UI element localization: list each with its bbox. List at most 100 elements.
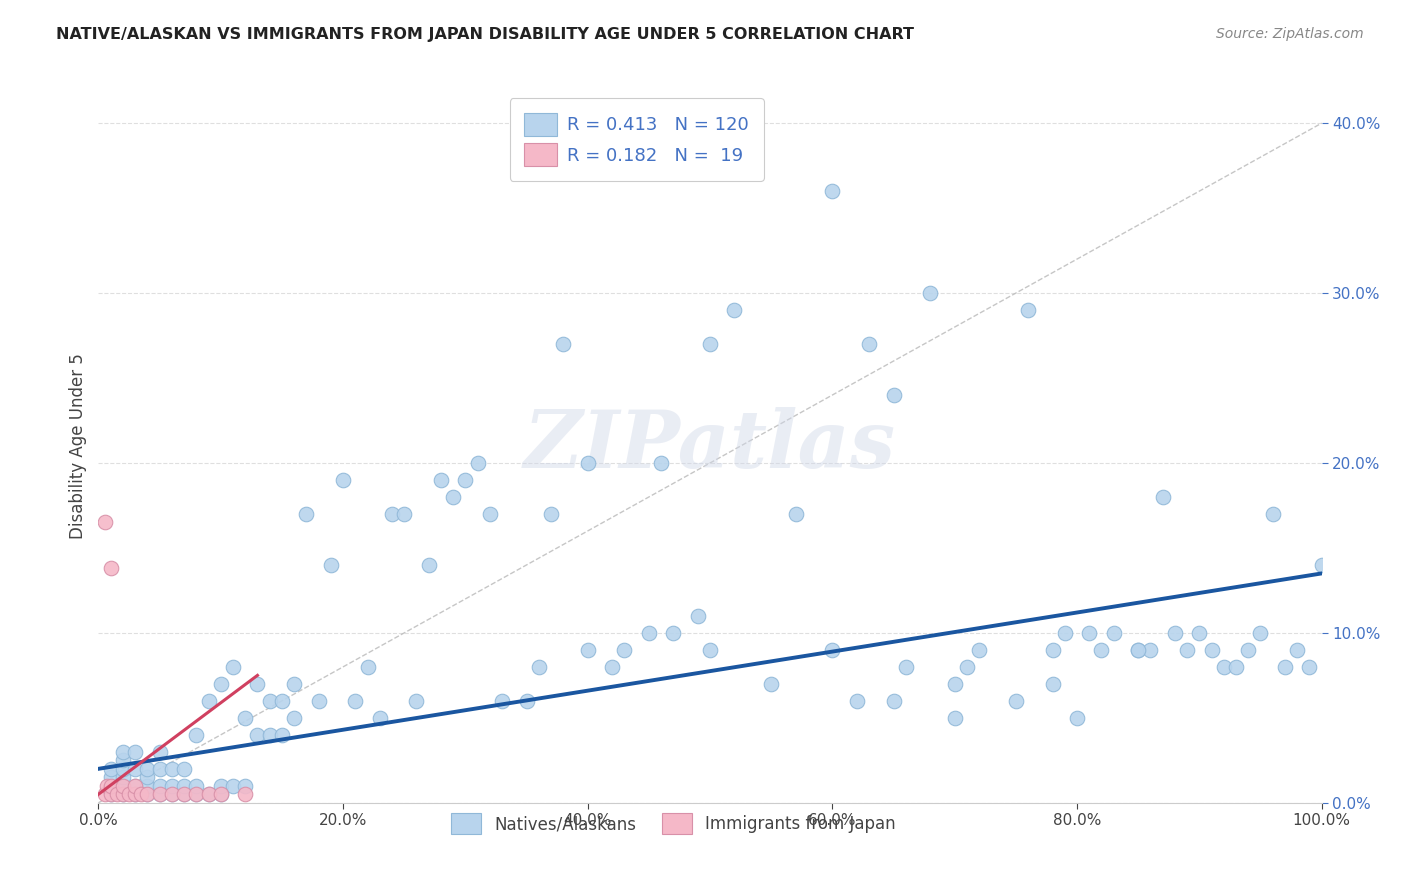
Point (100, 770, 122, 784)
Point (1066, 711, 1088, 725)
Point (576, 456, 599, 470)
Point (637, 626, 661, 640)
Point (956, 660, 979, 674)
Point (699, 643, 721, 657)
Point (845, 694, 868, 708)
Point (111, 779, 134, 793)
Point (136, 762, 159, 776)
Point (858, 337, 880, 351)
Point (344, 694, 367, 708)
Point (699, 337, 721, 351)
Point (136, 787, 159, 801)
Point (100, 762, 122, 776)
Point (197, 787, 219, 801)
Point (308, 694, 330, 708)
Point (761, 677, 783, 691)
Point (785, 507, 807, 521)
Point (1225, 660, 1247, 674)
Point (821, 643, 844, 657)
Point (553, 337, 575, 351)
Point (430, 473, 453, 487)
Point (319, 558, 342, 572)
Point (356, 660, 378, 674)
Point (222, 779, 245, 793)
Point (540, 507, 562, 521)
Point (197, 694, 219, 708)
Point (1286, 643, 1309, 657)
Point (283, 711, 305, 725)
Point (454, 473, 477, 487)
Point (943, 677, 966, 691)
Point (111, 770, 134, 784)
Point (124, 787, 146, 801)
Point (1164, 626, 1187, 640)
Point (197, 787, 219, 801)
Point (136, 770, 159, 784)
Point (93, 516, 115, 530)
Point (943, 711, 966, 725)
Point (1310, 558, 1333, 572)
Point (920, 286, 942, 301)
Point (186, 779, 208, 793)
Point (173, 787, 195, 801)
Text: ZIPatlas: ZIPatlas (524, 408, 896, 484)
Point (894, 660, 917, 674)
Point (491, 694, 513, 708)
Point (124, 787, 146, 801)
Point (1152, 490, 1174, 504)
Point (1274, 660, 1296, 674)
Point (613, 643, 636, 657)
Point (259, 694, 281, 708)
Point (600, 660, 623, 674)
Point (967, 643, 990, 657)
Point (1188, 626, 1211, 640)
Point (111, 787, 134, 801)
Point (160, 787, 183, 801)
Point (650, 456, 672, 470)
Text: NATIVE/ALASKAN VS IMMIGRANTS FROM JAPAN DISABILITY AGE UNDER 5 CORRELATION CHART: NATIVE/ALASKAN VS IMMIGRANTS FROM JAPAN … (56, 27, 914, 42)
Point (1249, 626, 1271, 640)
Point (405, 694, 427, 708)
Point (1128, 643, 1150, 657)
Point (160, 779, 183, 793)
Point (233, 787, 256, 801)
Point (136, 779, 159, 793)
Point (1042, 677, 1064, 691)
Point (149, 787, 172, 801)
Point (186, 787, 208, 801)
Point (136, 787, 159, 801)
Point (100, 779, 122, 793)
Point (246, 728, 269, 742)
Point (111, 762, 134, 776)
Point (441, 490, 464, 504)
Point (515, 694, 537, 708)
Point (222, 660, 245, 674)
Point (662, 626, 685, 640)
Point (686, 608, 709, 623)
Point (1042, 643, 1064, 657)
Point (209, 787, 232, 801)
Point (124, 762, 146, 776)
Point (270, 728, 294, 742)
Point (209, 787, 232, 801)
Point (111, 787, 134, 801)
Point (173, 779, 195, 793)
Point (418, 558, 440, 572)
Point (283, 677, 305, 691)
Point (381, 507, 404, 521)
Point (1175, 643, 1198, 657)
Point (527, 660, 550, 674)
Point (723, 303, 745, 318)
Point (124, 745, 146, 759)
Point (1017, 303, 1039, 318)
Point (295, 507, 318, 521)
Point (149, 779, 172, 793)
Point (576, 643, 599, 657)
Point (883, 388, 905, 402)
Point (246, 677, 269, 691)
Point (93, 787, 115, 801)
Point (1212, 660, 1234, 674)
Point (1201, 643, 1223, 657)
Point (111, 753, 134, 767)
Point (100, 779, 122, 793)
